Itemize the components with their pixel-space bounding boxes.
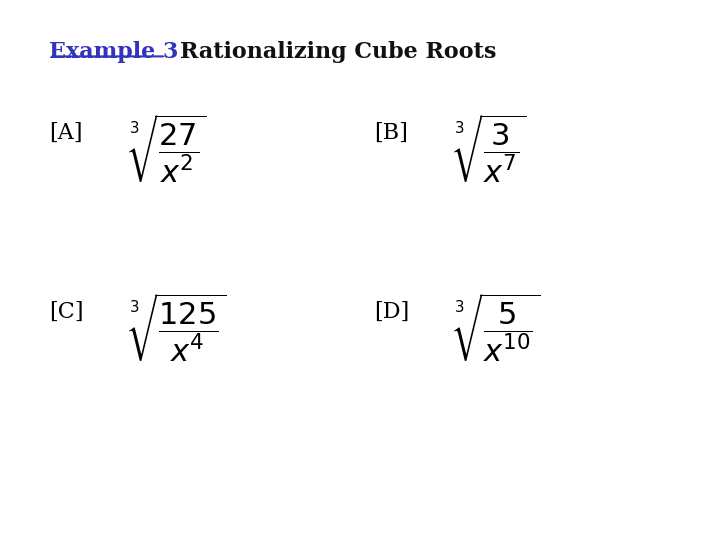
Text: $\sqrt[3]{\dfrac{27}{x^2}}$: $\sqrt[3]{\dfrac{27}{x^2}}$ xyxy=(127,113,207,185)
Text: $\sqrt[3]{\dfrac{5}{x^{10}}}$: $\sqrt[3]{\dfrac{5}{x^{10}}}$ xyxy=(451,292,540,364)
Text: Rationalizing Cube Roots: Rationalizing Cube Roots xyxy=(180,41,496,63)
Text: $\sqrt[3]{\dfrac{3}{x^7}}$: $\sqrt[3]{\dfrac{3}{x^7}}$ xyxy=(451,113,526,185)
Text: $\sqrt[3]{\dfrac{125}{x^4}}$: $\sqrt[3]{\dfrac{125}{x^4}}$ xyxy=(127,292,226,364)
Text: [B]: [B] xyxy=(374,122,408,144)
Text: Example 3: Example 3 xyxy=(49,41,179,63)
Text: [A]: [A] xyxy=(49,122,83,144)
Text: [C]: [C] xyxy=(49,301,84,323)
Text: [D]: [D] xyxy=(374,301,410,323)
